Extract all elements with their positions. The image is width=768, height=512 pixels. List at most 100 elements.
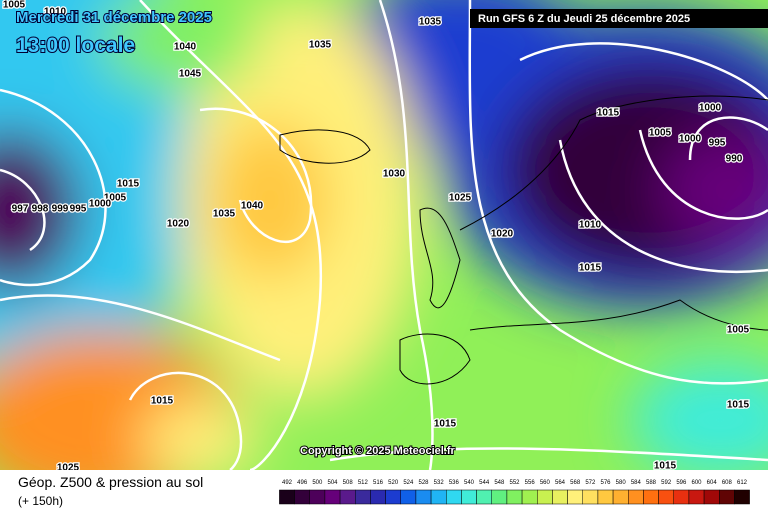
isobar-label: 1030	[383, 169, 406, 180]
colorbar-swatch	[461, 489, 477, 505]
colorbar-swatch	[491, 489, 508, 505]
colorbar-swatch	[597, 489, 614, 505]
colorbar-swatch	[643, 489, 659, 505]
colorbar-tick-label: 508	[343, 480, 354, 486]
colorbar-tick-label: 576	[600, 480, 611, 486]
isobar-label: 1015	[579, 263, 602, 274]
isobar-label: 995	[709, 138, 726, 149]
isobar-label: 999	[52, 204, 69, 215]
isobar-label: 1005	[727, 325, 750, 336]
colorbar-swatch	[355, 489, 371, 505]
isobar-label: 1005	[104, 193, 127, 204]
isobar-labels: 1005 1010 1040 1045 1035 1035 1030 1025 1020 1015…	[2, 0, 751, 475]
colorbar-swatch	[370, 489, 386, 505]
colorbar-tick-label: 492	[282, 480, 293, 486]
colorbar-tick-label: 560	[540, 480, 551, 486]
colorbar-tick-label: 540	[464, 480, 475, 486]
isobar-label: 1015	[117, 179, 140, 190]
colorbar-tick-label: 544	[479, 480, 490, 486]
colorbar-swatch	[339, 489, 356, 505]
colorbar-tick-label: 536	[449, 480, 460, 486]
isobar-label: 1015	[597, 108, 620, 119]
colorbar-tick-label: 532	[434, 480, 445, 486]
colorbar-tick-label: 588	[646, 480, 657, 486]
colorbar-swatch	[385, 489, 402, 505]
isobar-label: 1035	[419, 17, 442, 28]
colorbar-swatch	[688, 489, 705, 505]
isobar-label: 1020	[167, 219, 190, 230]
colorbar-tick-label: 600	[691, 480, 702, 486]
colorbar-tick-label: 512	[358, 480, 369, 486]
isobar-label: 998	[32, 204, 49, 215]
colorbar-tick-label: 612	[737, 480, 748, 486]
colorbar-swatch	[309, 489, 326, 505]
isobar-label: 1035	[213, 209, 236, 220]
colorbar-tick-label: 596	[676, 480, 687, 486]
colorbar-swatch	[400, 489, 417, 505]
isobar-label: 990	[726, 154, 743, 165]
colorbar-swatch	[612, 489, 629, 505]
colorbar-tick-label: 580	[616, 480, 627, 486]
colorbar-swatch	[552, 489, 568, 505]
isobar-label: 1015	[654, 461, 677, 472]
isobar-label: 1000	[699, 103, 722, 114]
isobar-label: 1005	[3, 0, 26, 11]
isobar-label: 995	[70, 204, 87, 215]
colorbar-swatch	[673, 489, 690, 505]
colorbar-swatch	[734, 489, 750, 505]
colorbar-tick-label: 584	[631, 480, 642, 486]
isobar-label: 1005	[649, 128, 672, 139]
colorbar-swatch	[446, 489, 462, 505]
colorbar-swatch	[537, 489, 553, 505]
isobar-label: 1000	[89, 199, 112, 210]
isobar-label: 1015	[727, 400, 750, 411]
colorbar-tick-label: 528	[418, 480, 429, 486]
colorbar-tick-label: 548	[494, 480, 505, 486]
isobar-label: 1015	[434, 419, 457, 430]
colorbar-swatch	[279, 489, 295, 505]
colorbar-swatch	[703, 489, 720, 505]
time-text: 13:00 locale	[16, 34, 135, 57]
colorbar-tick-label: 504	[327, 480, 338, 486]
colorbar-swatch	[521, 489, 538, 505]
colorbar-swatch	[506, 489, 523, 505]
colorbar-tick-label: 568	[570, 480, 581, 486]
isobar-label: 1025	[449, 193, 472, 204]
colorbar-tick-label: 516	[373, 480, 384, 486]
colorbar-swatch	[324, 489, 341, 505]
isobar-label: 1040	[241, 201, 264, 212]
colorbar-swatch	[415, 489, 432, 505]
colorbar: 492 496 500 504 508 512 516 520 524 528 532 536 540 5…	[279, 480, 750, 505]
colorbar-tick-label: 564	[555, 480, 566, 486]
colorbar-swatch	[476, 489, 493, 505]
date-text: Mercredi 31 décembre 2025	[16, 9, 212, 26]
colorbar-swatch	[294, 489, 311, 505]
run-text: Run GFS 6 Z du Jeudi 25 décembre 2025	[478, 13, 690, 25]
colorbar-swatch	[567, 489, 583, 505]
footer-lead: (+ 150h)	[18, 494, 63, 508]
isobar-label: 1040	[174, 42, 197, 53]
isobar-label: 1035	[309, 40, 332, 51]
colorbar-tick-label: 520	[388, 480, 399, 486]
colorbar-swatch	[430, 489, 447, 505]
colorbar-tick-label: 524	[403, 480, 414, 486]
copyright: Copyright © 2025 Meteociel.fr	[300, 445, 456, 457]
isobar-label: 1010	[44, 7, 67, 18]
colorbar-swatch	[582, 489, 599, 505]
colorbar-swatch	[658, 489, 674, 505]
footer-title: Géop. Z500 & pression au sol	[18, 474, 203, 490]
colorbar-tick-label: 496	[297, 480, 308, 486]
isobar-label: 1045	[179, 69, 202, 80]
colorbar-tick-label: 604	[707, 480, 718, 486]
colorbar-tick-label: 572	[585, 480, 596, 486]
colorbar-tick-label: 552	[509, 480, 520, 486]
colorbar-tick-label: 500	[312, 480, 323, 486]
isobar-label: 1000	[679, 134, 702, 145]
isobar-label: 997	[12, 204, 29, 215]
colorbar-tick-label: 592	[661, 480, 672, 486]
run-box	[470, 9, 768, 28]
colorbar-swatch	[628, 489, 644, 505]
